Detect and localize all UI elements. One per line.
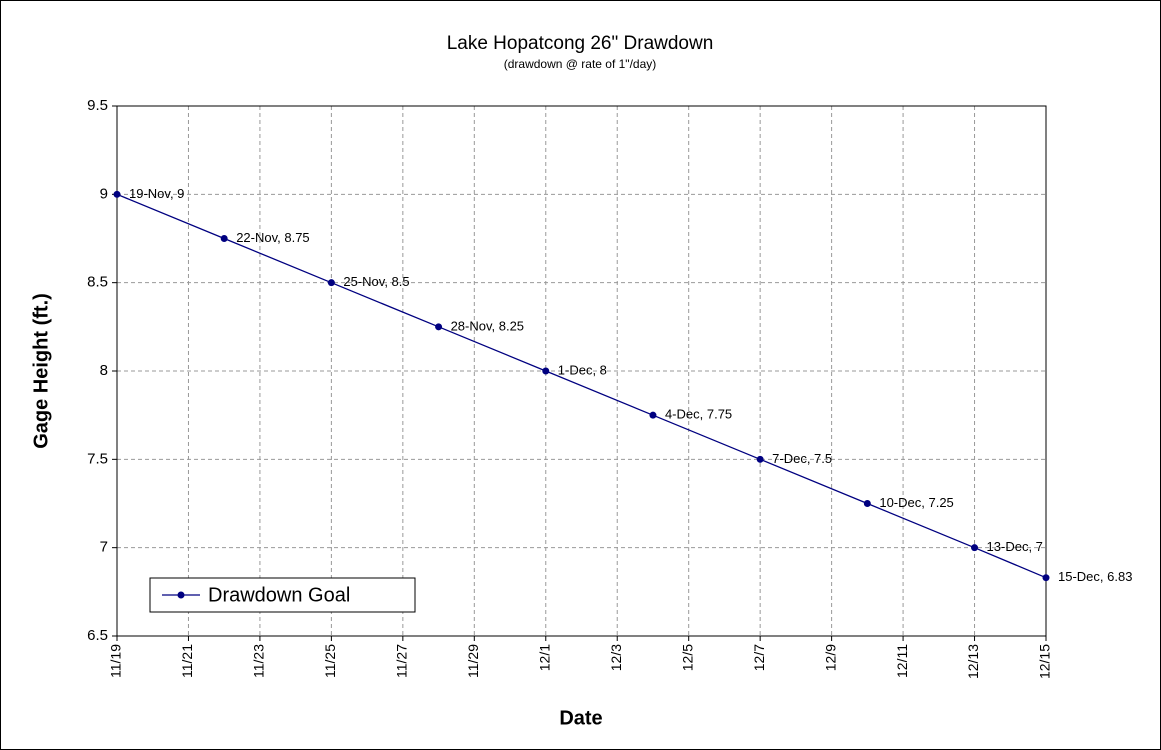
data-label: 25-Nov, 8.5 xyxy=(343,274,409,289)
x-tick-label: 12/1 xyxy=(536,644,552,671)
data-point xyxy=(435,323,443,331)
x-tick-label: 12/15 xyxy=(1037,644,1053,679)
chart-title: Lake Hopatcong 26" Drawdown xyxy=(447,33,714,54)
x-tick-label: 11/21 xyxy=(179,644,195,678)
y-tick-label: 9.5 xyxy=(87,97,108,114)
data-label: 7-Dec, 7.5 xyxy=(772,451,832,466)
data-point xyxy=(649,411,657,419)
data-point xyxy=(971,544,979,552)
data-label: 19-Nov, 9 xyxy=(129,186,184,201)
data-label: 15-Dec, 6.83 xyxy=(1058,569,1132,584)
y-axis-title: Gage Height (ft.) xyxy=(30,293,52,449)
data-label: 10-Dec, 7.25 xyxy=(879,495,953,510)
x-axis-title: Date xyxy=(559,707,602,729)
data-point xyxy=(327,279,335,287)
y-tick-label: 8.5 xyxy=(87,274,108,291)
data-point xyxy=(542,367,550,375)
x-tick-label: 11/19 xyxy=(108,644,124,678)
y-tick-label: 7.5 xyxy=(87,450,108,467)
x-tick-label: 12/3 xyxy=(608,644,624,671)
chart-subtitle: (drawdown @ rate of 1"/day) xyxy=(504,57,657,71)
legend-marker xyxy=(177,591,185,599)
x-tick-label: 11/25 xyxy=(322,644,338,678)
x-tick-label: 12/11 xyxy=(894,644,910,678)
data-point xyxy=(863,500,871,507)
data-label: 1-Dec, 8 xyxy=(558,362,607,377)
y-tick-label: 7 xyxy=(100,539,108,556)
data-label: 28-Nov, 8.25 xyxy=(451,318,524,333)
data-label: 13-Dec, 7 xyxy=(987,539,1043,554)
x-tick-label: 11/27 xyxy=(394,644,410,678)
data-point xyxy=(220,235,228,242)
data-label: 22-Nov, 8.75 xyxy=(236,230,309,245)
plot-frame xyxy=(116,105,1047,637)
x-tick-label: 12/5 xyxy=(679,644,695,671)
x-tick-label: 12/13 xyxy=(965,644,981,679)
y-tick-label: 9 xyxy=(100,185,108,202)
series-line xyxy=(116,193,1047,579)
x-tick-label: 11/23 xyxy=(251,644,267,678)
y-tick-label: 8 xyxy=(100,362,108,379)
x-tick-label: 11/29 xyxy=(465,644,481,678)
y-tick-label: 6.5 xyxy=(87,627,108,644)
x-tick-label: 12/9 xyxy=(822,644,838,671)
x-tick-label: 12/7 xyxy=(751,644,767,671)
data-point xyxy=(113,190,121,198)
data-point xyxy=(1042,574,1050,582)
data-label: 4-Dec, 7.75 xyxy=(665,407,732,422)
legend-label: Drawdown Goal xyxy=(208,584,350,606)
data-point xyxy=(756,455,764,463)
